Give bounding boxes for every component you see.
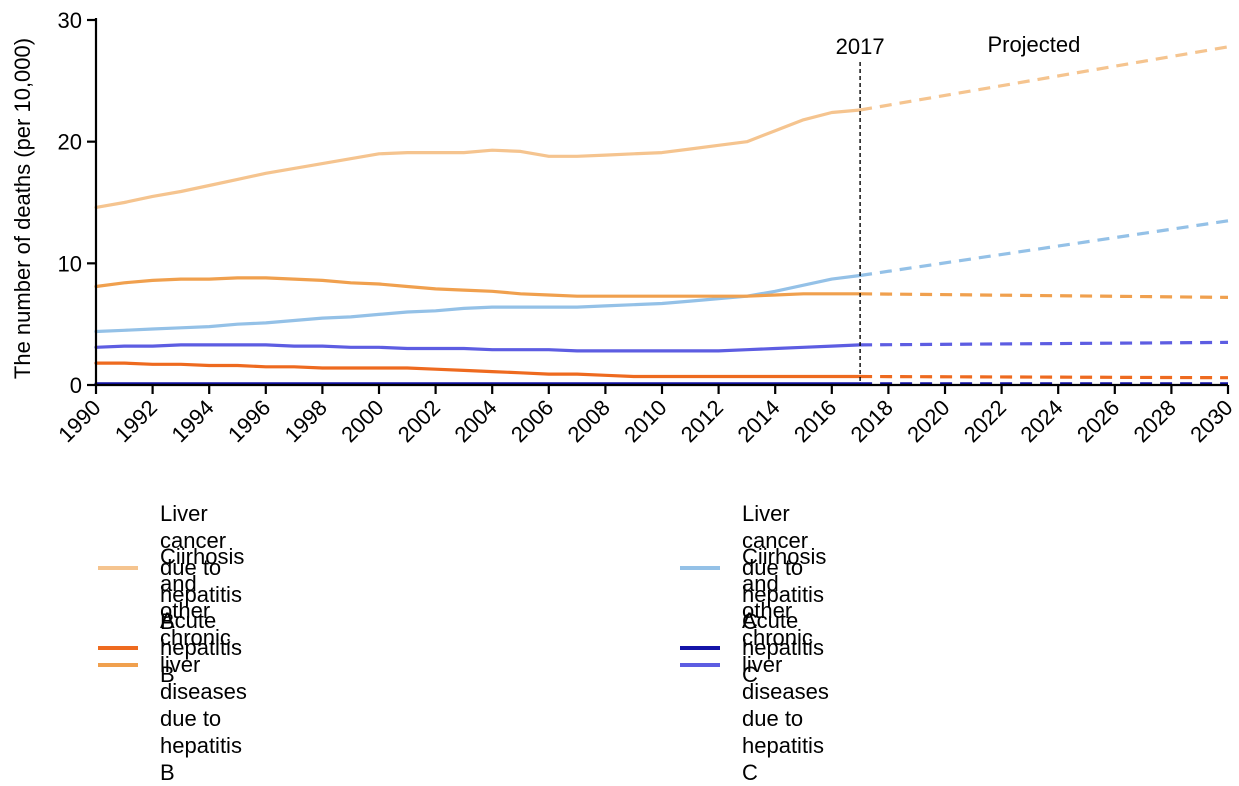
x-tick-label: 2030 — [1185, 395, 1237, 447]
x-tick-label: 2002 — [393, 395, 445, 447]
legend-label: Acute hepatitis B — [160, 608, 242, 687]
y-tick-label: 10 — [58, 251, 82, 276]
x-tick-label: 2022 — [959, 395, 1011, 447]
x-tick-label: 2004 — [449, 395, 501, 447]
series-line-liver-cancer-due-to-hepatitis-b — [94, 108, 862, 209]
y-axis-label: The number of deaths (per 10,000) — [10, 38, 35, 379]
legend-label: Liver cancer due to hepatitis C — [742, 501, 824, 634]
legend-swatch — [680, 565, 720, 570]
y-tick-label: 20 — [58, 130, 82, 155]
x-tick-label: 2006 — [506, 395, 558, 447]
x-tick-label: 2028 — [1129, 395, 1181, 447]
legend-label: Liver cancer due to hepatitis B — [160, 501, 242, 634]
x-tick-label: 2018 — [846, 395, 898, 447]
marker-year-label: 2017 — [836, 34, 885, 59]
series-layer — [94, 45, 1229, 386]
axes — [87, 18, 1230, 394]
x-tick-label: 2010 — [619, 395, 671, 447]
projected-line-ciirhosis-and-other-chronic-liver-diseases-due-to-hepatitis-c — [860, 340, 1229, 347]
legend-item-acute-hep-b: Acute hepatitis B — [98, 607, 242, 688]
x-tick-label: 2012 — [676, 395, 728, 447]
x-tick-label: 2020 — [902, 395, 954, 447]
projected-label: Projected — [987, 32, 1080, 57]
x-tick-label: 1992 — [110, 395, 162, 447]
legend-label: Acute hepatitis C — [742, 608, 824, 687]
projected-line-liver-cancer-due-to-hepatitis-b — [859, 45, 1229, 112]
y-tick-label: 30 — [58, 8, 82, 33]
x-tick-label: 2024 — [1015, 395, 1067, 447]
series-line-ciirhosis-and-other-chronic-liver-diseases-due-to-hepatitis-b — [94, 276, 862, 298]
series-line-ciirhosis-and-other-chronic-liver-diseases-due-to-hepatitis-c — [94, 343, 862, 353]
x-tick-label: 1998 — [280, 395, 332, 447]
x-tick-label: 2014 — [732, 395, 784, 447]
legend-swatch — [98, 565, 138, 570]
series-line-liver-cancer-due-to-hepatitis-c — [94, 273, 862, 334]
legend-swatch — [98, 645, 138, 650]
series-line-acute-hepatitis-b — [94, 361, 862, 379]
legend-item-liver-cancer-hep-c: Liver cancer due to hepatitis C — [680, 500, 824, 635]
x-tick-label: 1990 — [53, 395, 105, 447]
y-tick-label: 0 — [70, 373, 82, 398]
projected-line-liver-cancer-due-to-hepatitis-c — [859, 219, 1229, 278]
legend-item-acute-hep-c: Acute hepatitis C — [680, 607, 824, 688]
projected-line-acute-hepatitis-b — [860, 374, 1229, 380]
x-tick-label: 2008 — [563, 395, 615, 447]
legend-item-liver-cancer-hep-b: Liver cancer due to hepatitis B — [98, 500, 242, 635]
legend-swatch — [680, 645, 720, 650]
x-tick-label: 1996 — [223, 395, 275, 447]
x-tick-label: 2026 — [1072, 395, 1124, 447]
x-tick-label: 2016 — [789, 395, 841, 447]
x-tick-label: 2000 — [336, 395, 388, 447]
projected-line-ciirhosis-and-other-chronic-liver-diseases-due-to-hepatitis-b — [860, 292, 1229, 299]
x-tick-label: 1994 — [166, 395, 218, 447]
